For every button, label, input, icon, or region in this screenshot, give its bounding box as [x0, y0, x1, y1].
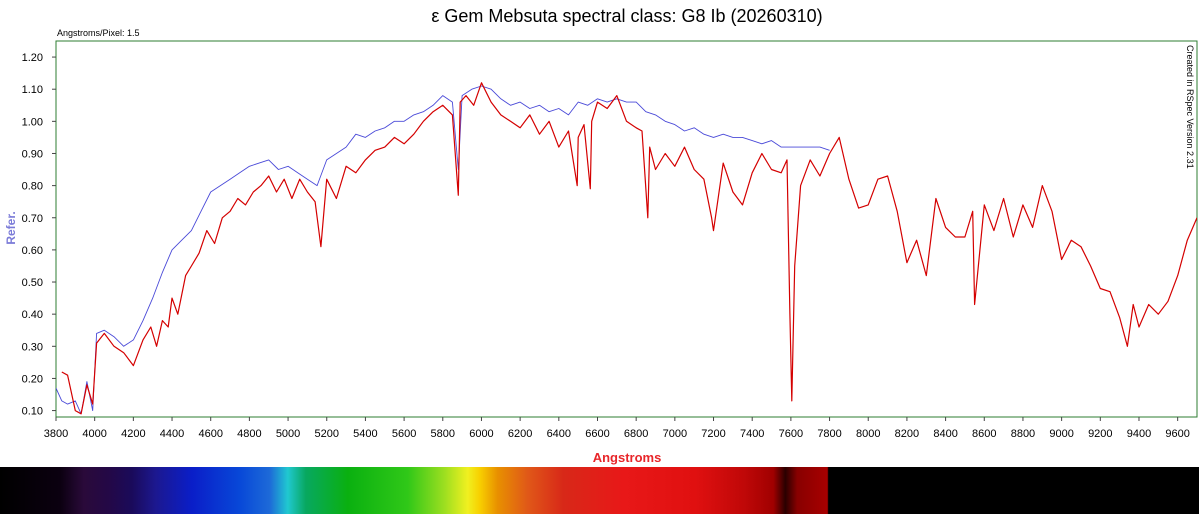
x-tick-label: 6400 — [547, 428, 571, 440]
plot-frame — [55, 40, 1198, 418]
x-tick-label: 5800 — [431, 428, 455, 440]
observed-spectrum-line — [61, 82, 1197, 415]
x-tick-label: 7600 — [779, 428, 803, 440]
x-tick-label: 8800 — [1011, 428, 1035, 440]
x-tick-label: 9200 — [1088, 428, 1112, 440]
x-tick-label: 7200 — [701, 428, 725, 440]
x-axis-ticks: 3800 4000 4200 4400 4600 4800 5000 5200 5400 5600… — [44, 417, 1190, 440]
x-tick-label: 9400 — [1127, 428, 1151, 440]
x-tick-label: 7800 — [817, 428, 841, 440]
chart-title: ε Gem Mebsuta spectral class: G8 Ib (202… — [431, 6, 822, 26]
x-tick-label: 9600 — [1165, 428, 1189, 440]
x-tick-label: 4000 — [82, 428, 106, 440]
x-tick-label: 6600 — [585, 428, 609, 440]
x-tick-label: 8400 — [933, 428, 957, 440]
x-tick-label: 3800 — [44, 428, 68, 440]
synthetic-spectrum-strip — [0, 467, 1199, 514]
y-tick-label: 1.10 — [22, 84, 43, 96]
x-tick-label: 6200 — [508, 428, 532, 440]
y-tick-label: 0.30 — [22, 341, 43, 353]
y-tick-label: 0.60 — [22, 245, 43, 257]
x-tick-label: 9000 — [1049, 428, 1073, 440]
y-tick-label: 0.90 — [22, 148, 43, 160]
y-tick-label: 0.20 — [22, 373, 43, 385]
x-tick-label: 8200 — [895, 428, 919, 440]
x-tick-label: 5400 — [353, 428, 377, 440]
x-tick-label: 4200 — [121, 428, 145, 440]
x-tick-label: 7000 — [663, 428, 687, 440]
series-group — [56, 82, 1197, 415]
dispersion-note: Angstroms/Pixel: 1.5 — [57, 28, 140, 38]
x-tick-label: 4400 — [160, 428, 184, 440]
y-axis-label: Refer. — [4, 211, 18, 244]
y-tick-label: 0.80 — [22, 181, 43, 193]
y-tick-label: 1.00 — [22, 116, 43, 128]
x-tick-label: 4800 — [237, 428, 261, 440]
x-tick-label: 8600 — [972, 428, 996, 440]
x-tick-label: 8000 — [856, 428, 880, 440]
x-tick-label: 5000 — [276, 428, 300, 440]
y-tick-label: 0.70 — [22, 213, 43, 225]
y-tick-label: 0.10 — [22, 406, 43, 418]
x-axis-label: Angstroms — [593, 450, 662, 465]
y-tick-label: 1.20 — [22, 52, 43, 64]
x-tick-label: 4600 — [198, 428, 222, 440]
y-tick-label: 0.50 — [22, 277, 43, 289]
x-tick-label: 6000 — [469, 428, 493, 440]
y-axis-ticks: 0.10 0.20 0.30 0.40 0.50 0.60 0.70 0.80 0.90 1.00… — [22, 52, 56, 418]
reference-spectrum-line — [56, 85, 830, 415]
software-note: Created in RSpec Version 2.31 — [1185, 45, 1195, 169]
x-tick-label: 6800 — [624, 428, 648, 440]
y-tick-label: 0.40 — [22, 309, 43, 321]
x-tick-label: 5200 — [315, 428, 339, 440]
x-tick-label: 7400 — [740, 428, 764, 440]
x-tick-label: 5600 — [392, 428, 416, 440]
